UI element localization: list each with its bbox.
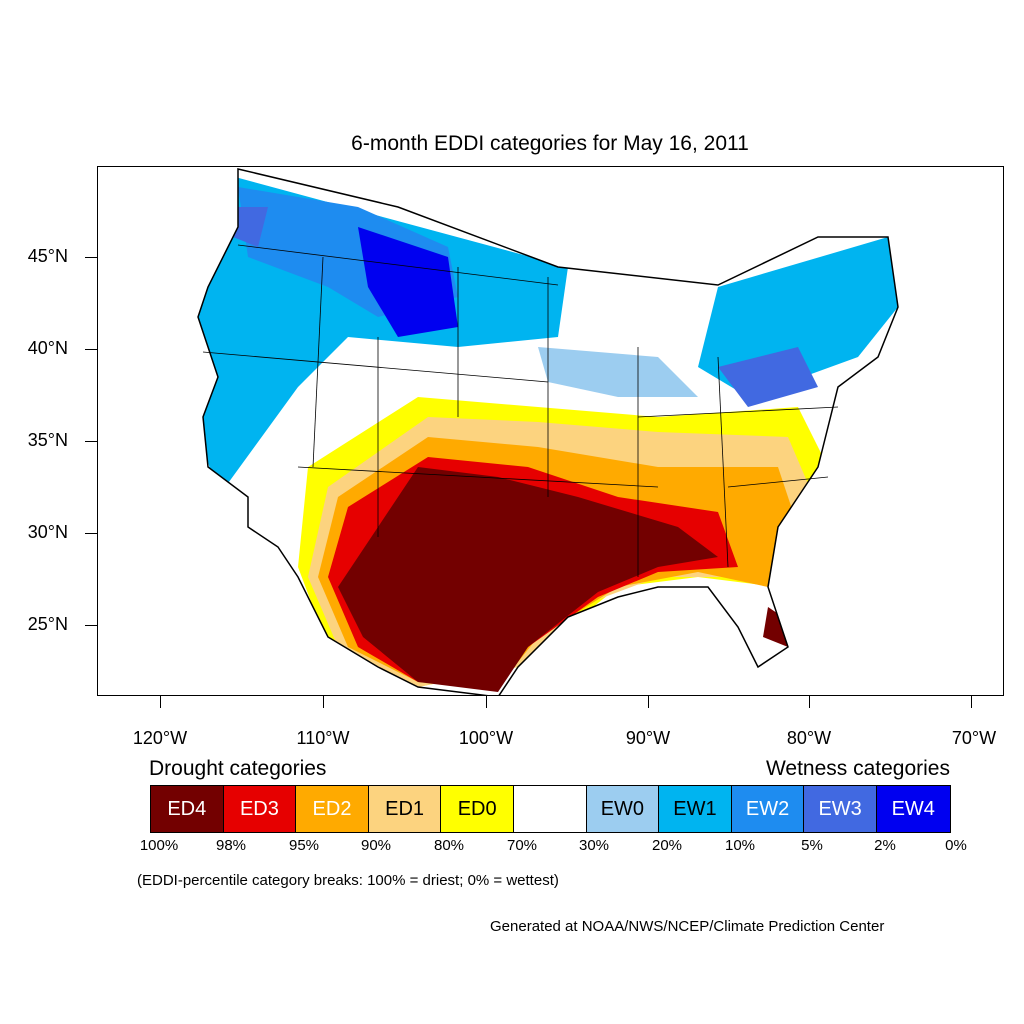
legend-cell-ed4: ED4 bbox=[151, 786, 224, 832]
lat-tick bbox=[85, 625, 97, 626]
lon-tick bbox=[971, 696, 972, 708]
percent-break: 100% bbox=[139, 837, 179, 854]
map-panel bbox=[97, 166, 1004, 696]
lat-label: 35°N bbox=[27, 430, 68, 450]
lon-label: 70°W bbox=[951, 728, 997, 748]
legend-cell-ew0: EW0 bbox=[586, 786, 660, 832]
ew3-region-east bbox=[718, 347, 818, 407]
lat-tick bbox=[85, 441, 97, 442]
lat-tick bbox=[85, 257, 97, 258]
legend-cell-ed0: ED0 bbox=[441, 786, 514, 832]
lat-label: 40°N bbox=[27, 338, 68, 358]
legend-cell-ed3: ED3 bbox=[223, 786, 297, 832]
percent-break: 20% bbox=[651, 837, 683, 854]
ew1-region-east bbox=[698, 237, 898, 397]
legend-cell-neutral bbox=[513, 786, 587, 832]
map-title: 6-month EDDI categories for May 16, 2011 bbox=[351, 132, 749, 155]
lat-tick bbox=[85, 533, 97, 534]
lon-label: 110°W bbox=[296, 728, 350, 748]
lon-label: 80°W bbox=[786, 728, 832, 748]
category-note: (EDDI-percentile category breaks: 100% =… bbox=[137, 872, 559, 889]
lon-tick bbox=[323, 696, 324, 708]
percent-break: 90% bbox=[360, 837, 392, 854]
percent-break: 80% bbox=[433, 837, 465, 854]
legend-cell-ed1: ED1 bbox=[368, 786, 442, 832]
lon-label: 100°W bbox=[458, 728, 514, 748]
percent-break: 98% bbox=[215, 837, 247, 854]
lon-label: 90°W bbox=[625, 728, 671, 748]
legend-cell-ew4: EW4 bbox=[876, 786, 950, 832]
ew0-region bbox=[538, 347, 698, 397]
legend-cell-ew2: EW2 bbox=[731, 786, 805, 832]
lat-label: 45°N bbox=[27, 246, 68, 266]
drought-legend-title: Drought categories bbox=[149, 757, 327, 780]
legend-cell-ew1: EW1 bbox=[659, 786, 732, 832]
lat-label: 30°N bbox=[27, 522, 68, 542]
state-boundaries bbox=[202, 244, 839, 577]
lon-tick bbox=[648, 696, 649, 708]
credit-line: Generated at NOAA/NWS/NCEP/Climate Predi… bbox=[490, 918, 885, 935]
lon-tick bbox=[160, 696, 161, 708]
ed4-region bbox=[338, 467, 718, 692]
percent-break: 95% bbox=[288, 837, 320, 854]
percent-break: 10% bbox=[724, 837, 756, 854]
lon-label: 120°W bbox=[132, 728, 188, 748]
eddi-map bbox=[197, 168, 899, 695]
legend-cell-ew3: EW3 bbox=[804, 786, 877, 832]
ew4-region bbox=[358, 227, 458, 337]
percent-break: 2% bbox=[874, 837, 896, 854]
lon-tick bbox=[486, 696, 487, 708]
category-legend-bar: ED4 ED3 ED2 ED1 ED0 EW0 EW1 EW2 EW3 EW4 bbox=[150, 785, 951, 833]
percent-break: 0% bbox=[945, 837, 967, 854]
percent-break: 70% bbox=[506, 837, 538, 854]
lat-label: 25°N bbox=[27, 614, 68, 634]
lat-tick bbox=[85, 349, 97, 350]
legend-cell-ed2: ED2 bbox=[296, 786, 369, 832]
percent-break: 5% bbox=[801, 837, 823, 854]
percent-break: 30% bbox=[578, 837, 610, 854]
us-outline bbox=[197, 168, 899, 695]
wetness-legend-title: Wetness categories bbox=[765, 757, 950, 780]
lon-tick bbox=[809, 696, 810, 708]
